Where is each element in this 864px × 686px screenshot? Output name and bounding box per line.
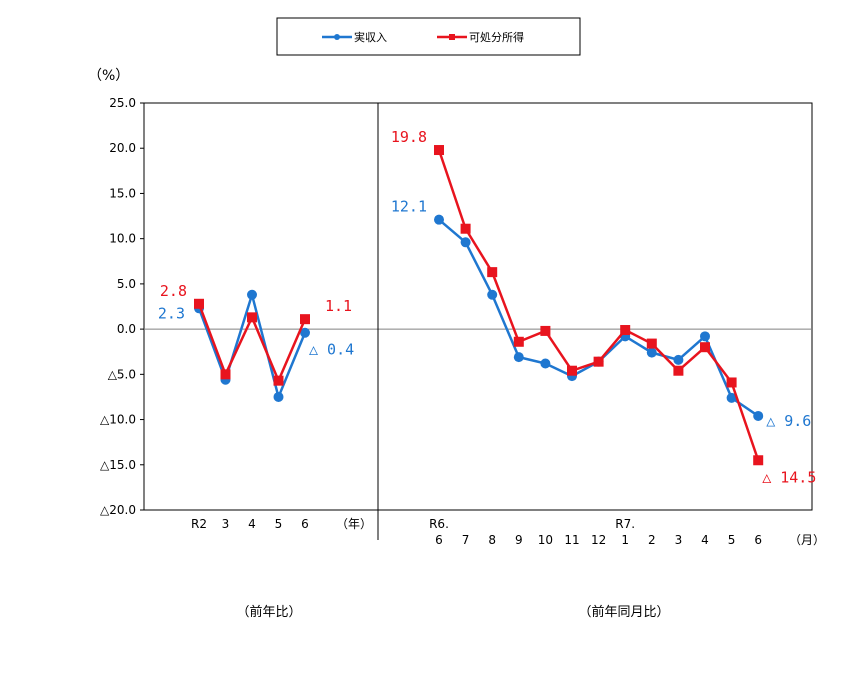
series-line <box>437 149 760 461</box>
legend-label: 実収入 <box>354 30 387 44</box>
y-tick-label: 25.0 <box>109 96 136 110</box>
x-unit-label: （月） <box>789 533 825 547</box>
data-point <box>620 325 631 336</box>
x-tick-label: R2 <box>191 517 207 531</box>
data-point <box>194 298 204 309</box>
data-point <box>487 289 498 300</box>
data-point <box>726 392 737 403</box>
legend-marker <box>334 34 340 40</box>
x-tick-sublabel: 1 <box>621 533 629 547</box>
data-point <box>300 327 310 338</box>
data-point <box>247 312 257 323</box>
data-label: △ 14.5 <box>762 468 816 486</box>
data-label: 19.8 <box>391 128 427 146</box>
x-tick-sublabel: 10 <box>538 533 553 547</box>
data-point <box>673 365 684 376</box>
x-tick-label: 6 <box>301 517 309 531</box>
x-tick-sublabel: 6 <box>754 533 762 547</box>
y-tick-label: 20.0 <box>109 141 136 155</box>
data-point <box>726 377 737 388</box>
y-tick-label: △5.0 <box>108 367 136 381</box>
data-point <box>646 338 657 349</box>
data-point <box>460 223 471 234</box>
y-tick-label: 10.0 <box>109 232 136 246</box>
x-tick-label: R7. <box>615 517 635 531</box>
x-tick-label: R6. <box>429 517 449 531</box>
panels: R2 3 4 5 6 （年）（前年比）2.82.3 1.1△ 0.4R6.6 7 8 9 10 11 1… <box>158 128 825 620</box>
data-label: 2.3 <box>158 304 185 322</box>
legend-entry-1: 実収入 <box>322 30 387 44</box>
data-point <box>247 289 257 300</box>
legend: 実収入 可処分所得 <box>322 30 524 44</box>
data-point <box>434 214 444 225</box>
x-unit-label: （年） <box>336 517 372 531</box>
data-point <box>513 336 524 347</box>
plot-frame <box>143 102 813 511</box>
legend-label: 可処分所得 <box>469 31 524 44</box>
x-tick-sublabel: 12 <box>591 533 606 547</box>
x-tick-sublabel: 2 <box>648 533 656 547</box>
data-point <box>434 145 444 156</box>
y-tick-label: △10.0 <box>100 413 136 427</box>
x-tick-sublabel: 9 <box>515 533 523 547</box>
x-tick-label: 5 <box>275 517 283 531</box>
data-point <box>540 358 551 369</box>
x-tick-sublabel: 11 <box>564 533 579 547</box>
data-point <box>513 352 524 363</box>
panel-1: R2 3 4 5 6 （年） （前年比） 2.8 2.3 1.1 △ 0.4 <box>158 282 372 620</box>
y-tick-label: 15.0 <box>109 186 136 200</box>
y-tick-label: 5.0 <box>117 277 136 291</box>
panel-title: （前年比） <box>236 604 301 620</box>
panel-title: （前年同月比） <box>578 604 669 620</box>
data-label: △ 9.6 <box>766 412 811 430</box>
y-axis: 25.0 20.0 15.0 10.0 5.0 0.0 △5.0 △10.0 △15.0 △20.… <box>100 96 144 517</box>
data-point <box>700 342 710 353</box>
data-point <box>220 369 231 380</box>
x-tick-sublabel: 5 <box>728 533 736 547</box>
x-tick-sublabel: 3 <box>675 533 683 547</box>
data-point <box>700 331 710 342</box>
x-tick-sublabel: 8 <box>488 533 496 547</box>
data-label: 2.8 <box>160 282 187 300</box>
data-point <box>540 325 551 336</box>
data-point <box>273 391 284 402</box>
data-point <box>300 314 310 325</box>
y-tick-label: △20.0 <box>100 503 136 517</box>
data-point <box>646 347 657 358</box>
data-point <box>487 267 498 278</box>
data-label: 12.1 <box>391 198 427 216</box>
x-tick-label: 4 <box>248 517 256 531</box>
data-point <box>460 237 471 248</box>
data-point <box>567 365 577 376</box>
data-point <box>673 354 684 365</box>
legend-marker <box>449 34 455 40</box>
series-line <box>438 218 759 417</box>
y-tick-label: △15.0 <box>100 458 136 472</box>
y-unit-label: （%） <box>88 68 129 84</box>
x-tick-label: 3 <box>222 517 230 531</box>
x-tick-sublabel: 7 <box>462 533 470 547</box>
x-tick-sublabel: 4 <box>701 533 709 547</box>
data-label: △ 0.4 <box>309 341 354 359</box>
data-point <box>593 356 604 367</box>
data-point <box>753 455 764 466</box>
data-point <box>273 375 284 386</box>
x-tick-sublabel: 6 <box>435 533 443 547</box>
legend-entry-2: 可処分所得 <box>437 31 524 44</box>
data-label: 1.1 <box>325 297 352 315</box>
data-point <box>753 410 764 421</box>
y-tick-label: 0.0 <box>117 322 136 336</box>
